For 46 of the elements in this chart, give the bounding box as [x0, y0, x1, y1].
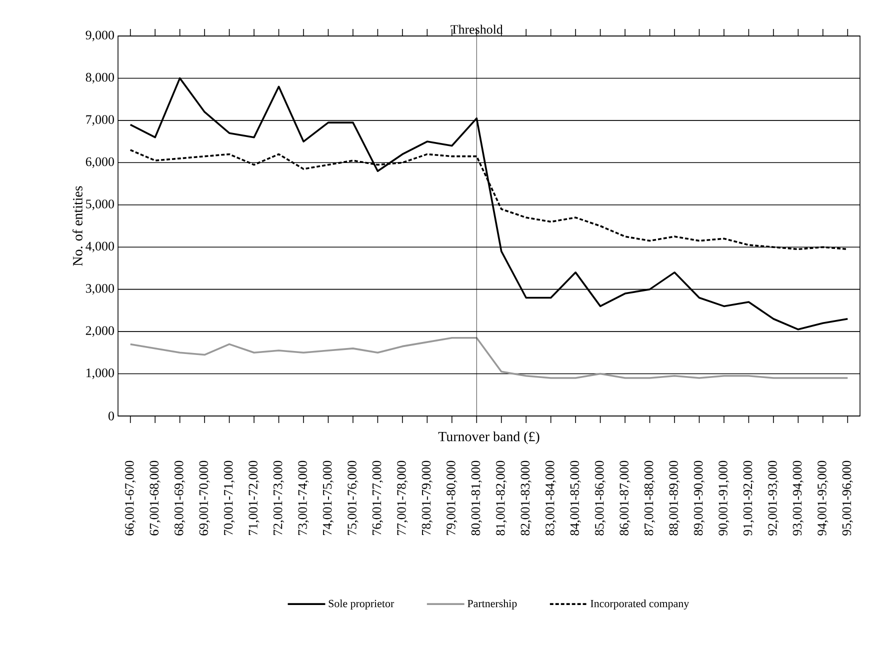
- y-tick-label: 5,000: [86, 200, 114, 210]
- x-tick-label: 94,001-95,000: [818, 460, 828, 536]
- x-tick-label: 90,001-91,000: [718, 460, 730, 536]
- x-tick-label: 80,001-81,000: [471, 460, 482, 536]
- x-tick-label: 78,001-79,000: [422, 460, 432, 536]
- x-tick-label: 79,001-80,000: [446, 460, 458, 536]
- legend-label: Sole proprietor: [328, 600, 394, 610]
- x-tick-label: 71,001-72,000: [248, 460, 260, 536]
- x-tick-label: 69,001-70,000: [199, 460, 210, 536]
- x-tick-label: 77,001-78,000: [397, 460, 408, 536]
- x-tick-label: 83,001-84,000: [546, 460, 556, 536]
- y-tick-label: 6,000: [86, 157, 114, 168]
- y-tick-label: 0: [108, 412, 114, 420]
- x-tick-label: 82,001-83,000: [520, 460, 532, 536]
- x-tick-label: 66,001-67,000: [125, 460, 136, 536]
- y-tick-label: 7,000: [86, 115, 114, 126]
- legend-label: Incorporated company: [590, 600, 690, 610]
- y-tick-label: 4,000: [86, 242, 114, 252]
- ref-line-label: Threshold: [450, 24, 503, 34]
- y-tick-label: 2,000: [86, 326, 114, 337]
- x-axis-title: Turnover band (£): [438, 431, 540, 444]
- x-tick-label: 74,001-75,000: [322, 460, 334, 536]
- x-tick-label: 92,001-93,000: [768, 460, 779, 536]
- y-tick-label: 9,000: [86, 30, 114, 42]
- x-tick-label: 93,001-94,000: [792, 460, 804, 536]
- x-tick-label: 84,001-85,000: [570, 460, 581, 536]
- y-tick-label: 1,000: [86, 368, 114, 380]
- x-tick-label: 91,001-92,000: [743, 460, 754, 536]
- x-tick-label: 81,001-82,000: [496, 460, 507, 536]
- x-tick-label: 86,001-87,000: [620, 460, 630, 536]
- x-tick-label: 76,001-77,000: [372, 460, 384, 536]
- x-tick-label: 85,001-86,000: [595, 460, 606, 536]
- x-tick-label: 88,001-89,000: [669, 460, 680, 536]
- x-tick-label: 70,001-71,000: [224, 460, 235, 536]
- x-tick-label: 67,001-68,000: [150, 460, 160, 536]
- x-tick-label: 68,001-69,000: [174, 460, 186, 536]
- x-tick-label: 72,001-73,000: [273, 460, 284, 536]
- x-tick-label: 89,001-90,000: [694, 460, 705, 536]
- y-axis-title: No. of entities: [72, 186, 82, 266]
- y-tick-label: 3,000: [86, 284, 114, 295]
- y-tick-label: 8,000: [86, 72, 114, 84]
- x-tick-label: 75,001-76,000: [348, 460, 358, 536]
- legend-label: Partnership: [468, 600, 517, 610]
- x-tick-label: 95,001-96,000: [842, 460, 853, 536]
- x-tick-label: 73,001-74,000: [298, 460, 309, 536]
- x-tick-label: 87,001-88,000: [644, 460, 656, 536]
